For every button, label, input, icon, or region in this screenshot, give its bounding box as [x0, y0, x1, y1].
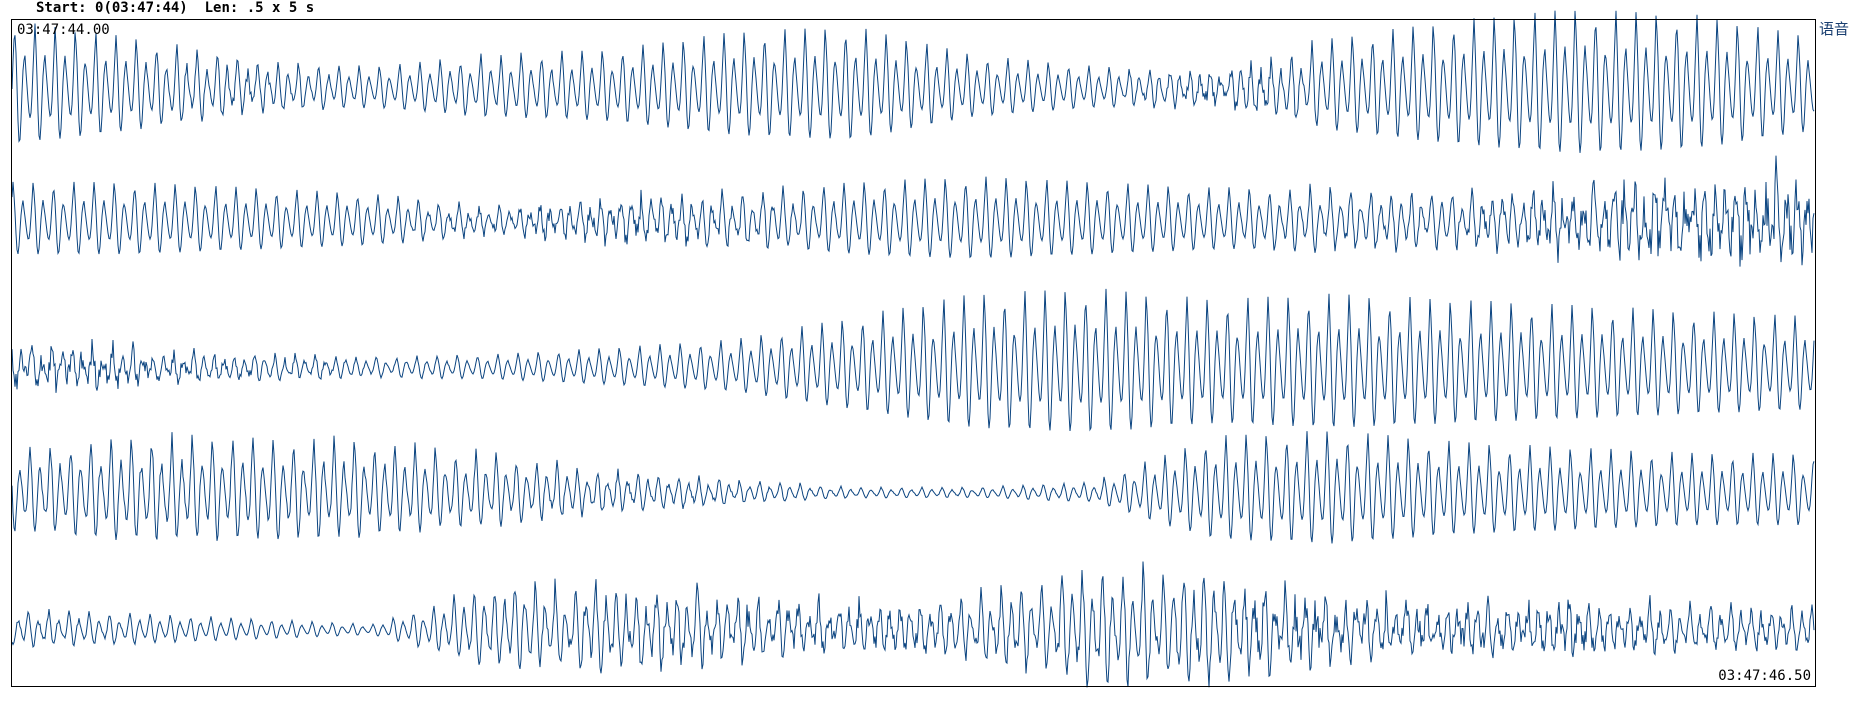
waveform-trace-row-1 [11, 10, 1815, 153]
waveform-trace-row-3 [11, 288, 1815, 432]
waveform-frame[interactable] [11, 19, 1816, 687]
len-label: Len: [204, 0, 239, 16]
start-label: Start: [36, 0, 87, 16]
waveform-trace-row-5 [11, 561, 1815, 688]
channel-label: 语音 [1819, 20, 1850, 38]
len-value: .5 x 5 s [246, 0, 315, 16]
time-end-label: 03:47:46.50 [1718, 668, 1811, 684]
waveform-trace-row-4 [11, 431, 1815, 544]
time-start-label: 03:47:44.00 [17, 22, 110, 38]
waveform-header: Start: 0(03:47:44) Len: .5 x 5 s [36, 0, 314, 16]
start-value: 0(03:47:44) [95, 0, 188, 16]
waveform-trace-row-2 [11, 155, 1815, 267]
